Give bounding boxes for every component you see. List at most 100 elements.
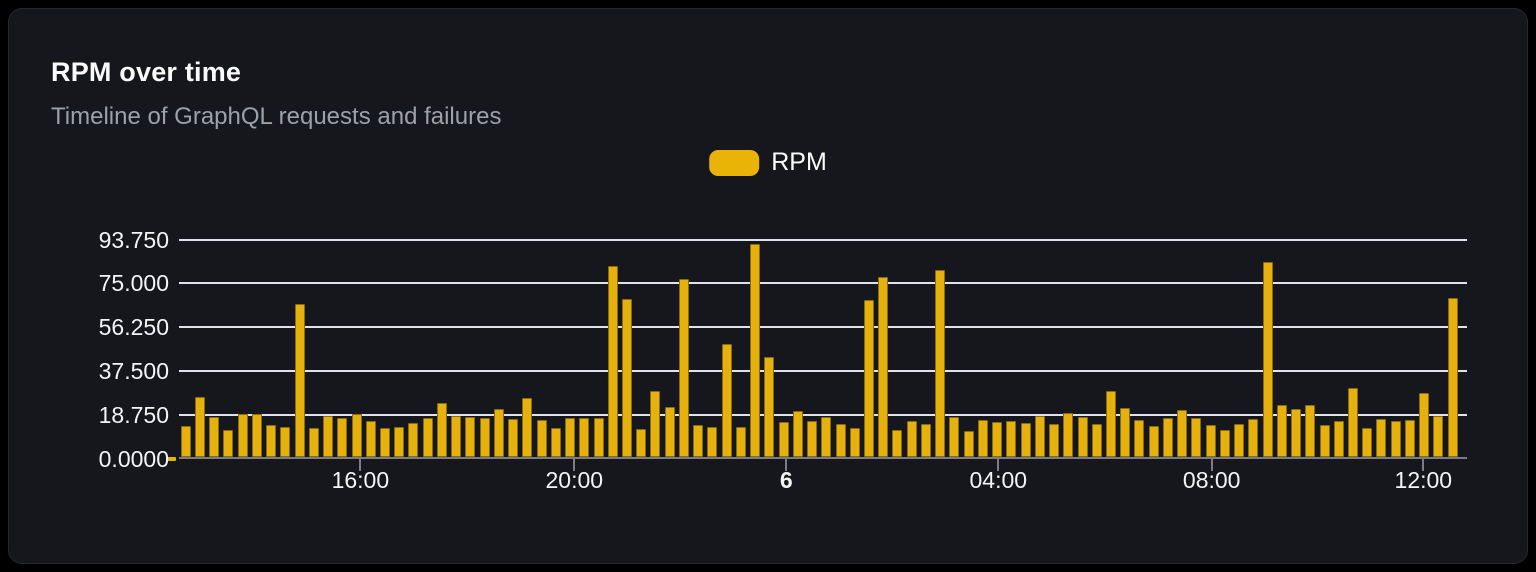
bar[interactable] <box>465 417 476 457</box>
bar[interactable] <box>1020 423 1031 457</box>
bar[interactable] <box>451 416 462 457</box>
bar[interactable] <box>579 418 590 457</box>
bar[interactable] <box>621 299 632 457</box>
bar[interactable] <box>1191 418 1202 457</box>
bar[interactable] <box>194 397 205 457</box>
bar[interactable] <box>849 428 860 457</box>
bar[interactable] <box>935 270 946 457</box>
bar[interactable] <box>1219 430 1230 457</box>
bar[interactable] <box>1063 413 1074 457</box>
bar[interactable] <box>835 424 846 457</box>
bar[interactable] <box>1376 419 1387 457</box>
bar[interactable] <box>294 304 305 457</box>
bar[interactable] <box>693 425 704 457</box>
x-tick <box>1422 459 1425 471</box>
legend-item-rpm[interactable]: RPM <box>709 148 827 177</box>
bar[interactable] <box>508 419 519 457</box>
bar[interactable] <box>878 277 889 457</box>
bar[interactable] <box>266 425 277 457</box>
bar[interactable] <box>678 279 689 457</box>
bar[interactable] <box>422 418 433 457</box>
bar[interactable] <box>1006 421 1017 457</box>
bar[interactable] <box>750 244 761 457</box>
bar[interactable] <box>1162 418 1173 457</box>
bar[interactable] <box>1433 416 1444 457</box>
bar[interactable] <box>636 429 647 457</box>
bar[interactable] <box>1049 424 1060 457</box>
bar[interactable] <box>906 421 917 457</box>
bar[interactable] <box>536 420 547 457</box>
bar[interactable] <box>707 427 718 457</box>
bar[interactable] <box>379 428 390 457</box>
bar[interactable] <box>522 398 533 457</box>
y-tick-label: 0.0000 <box>98 446 169 472</box>
bar[interactable] <box>1077 417 1088 457</box>
bar[interactable] <box>821 417 832 457</box>
bar[interactable] <box>1105 391 1116 457</box>
bar[interactable] <box>408 423 419 457</box>
bar[interactable] <box>992 422 1003 457</box>
bar[interactable] <box>1262 262 1273 457</box>
bar[interactable] <box>863 300 874 457</box>
bar[interactable] <box>664 407 675 457</box>
bar[interactable] <box>1333 421 1344 457</box>
bar[interactable] <box>436 403 447 457</box>
bar[interactable] <box>764 357 775 457</box>
bar[interactable] <box>949 417 960 457</box>
bar[interactable] <box>1234 424 1245 457</box>
clipped-first-bar[interactable] <box>166 457 176 461</box>
bar[interactable] <box>735 427 746 457</box>
bar[interactable] <box>493 409 504 457</box>
bar[interactable] <box>237 414 248 457</box>
bar[interactable] <box>323 416 334 457</box>
bar[interactable] <box>1120 408 1131 457</box>
bar[interactable] <box>1319 425 1330 457</box>
x-tick-label: 04:00 <box>969 467 1028 493</box>
bar[interactable] <box>565 418 576 457</box>
bar[interactable] <box>280 427 291 457</box>
bar[interactable] <box>963 431 974 457</box>
bar[interactable] <box>977 420 988 457</box>
bar[interactable] <box>778 422 789 457</box>
bar[interactable] <box>1362 428 1373 457</box>
bar[interactable] <box>1347 388 1358 457</box>
bar[interactable] <box>792 411 803 457</box>
y-tick-label: 37.500 <box>98 358 169 385</box>
plot-area[interactable] <box>166 229 1467 471</box>
bar[interactable] <box>721 344 732 457</box>
bar[interactable] <box>1419 393 1430 457</box>
bar[interactable] <box>650 391 661 457</box>
bar[interactable] <box>1148 426 1159 457</box>
bar[interactable] <box>251 414 262 457</box>
bar[interactable] <box>1091 424 1102 457</box>
bar[interactable] <box>1305 405 1316 457</box>
bar[interactable] <box>593 418 604 457</box>
bar[interactable] <box>1134 420 1145 457</box>
bar[interactable] <box>1248 419 1259 457</box>
bar[interactable] <box>479 418 490 457</box>
bar[interactable] <box>1205 425 1216 457</box>
bar[interactable] <box>1447 298 1458 457</box>
bar[interactable] <box>394 427 405 457</box>
bar[interactable] <box>1404 420 1415 457</box>
bar[interactable] <box>892 430 903 457</box>
bar[interactable] <box>1390 421 1401 457</box>
bar[interactable] <box>1177 410 1188 457</box>
bar[interactable] <box>607 266 618 457</box>
x-axis-line <box>179 457 1467 459</box>
bar[interactable] <box>308 428 319 457</box>
bar[interactable] <box>1291 409 1302 457</box>
bar[interactable] <box>1034 416 1045 457</box>
bar[interactable] <box>550 428 561 457</box>
bar[interactable] <box>351 414 362 457</box>
bar[interactable] <box>180 426 191 457</box>
bar[interactable] <box>223 430 234 457</box>
x-tick <box>359 459 362 471</box>
bar[interactable] <box>807 421 818 457</box>
bar[interactable] <box>920 424 931 457</box>
bar[interactable] <box>365 421 376 457</box>
bar[interactable] <box>209 417 220 457</box>
bar[interactable] <box>1276 405 1287 457</box>
bar[interactable] <box>337 418 348 457</box>
